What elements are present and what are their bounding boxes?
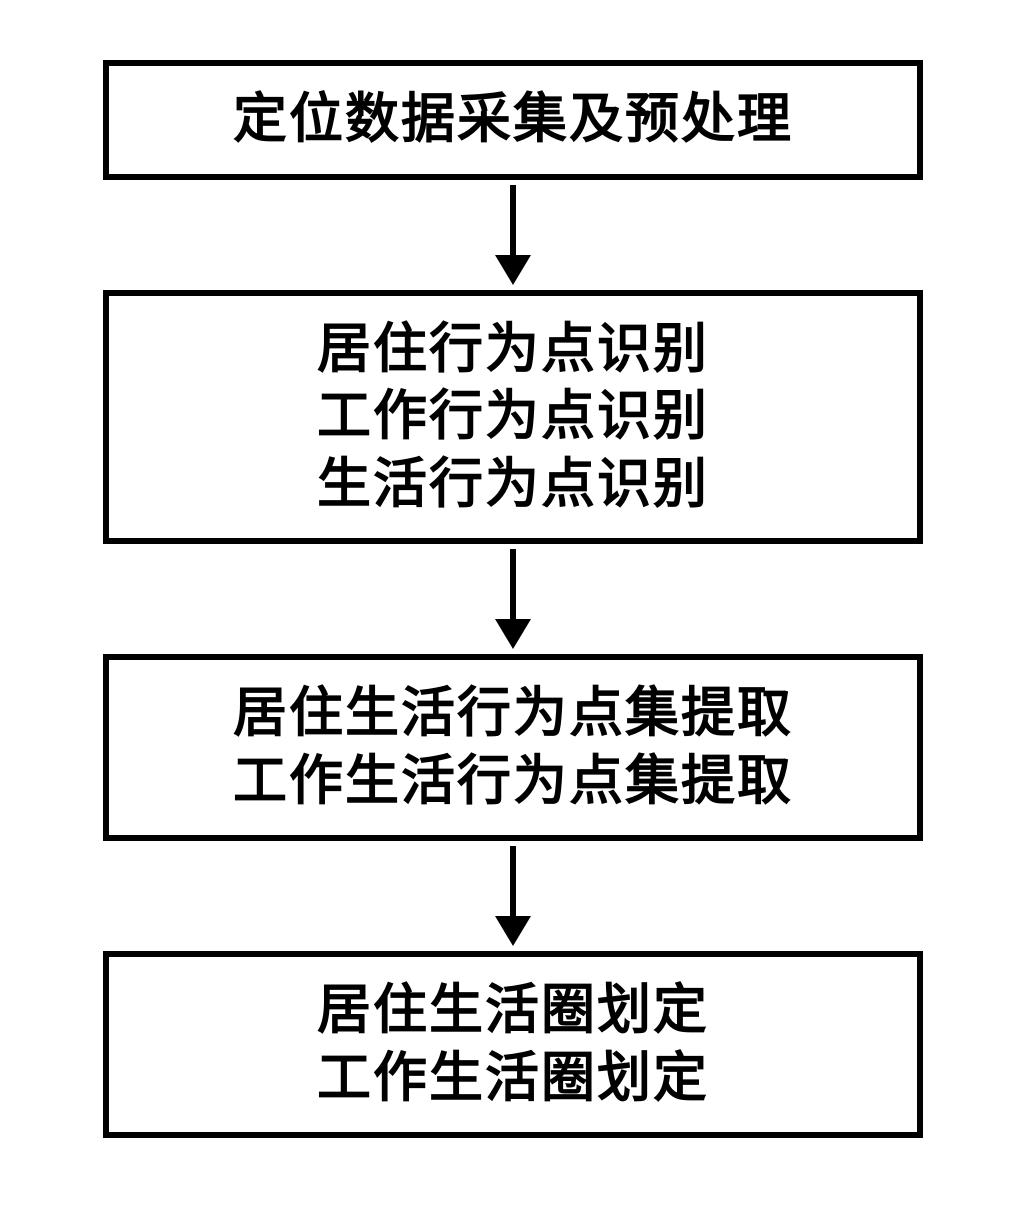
node-text: 居住生活圈划定 [317, 977, 709, 1045]
flowchart-node-1: 定位数据采集及预处理 [103, 60, 923, 180]
arrow-line [510, 846, 516, 916]
node-text: 居住行为点识别 [317, 316, 709, 384]
flowchart-container: 定位数据采集及预处理 居住行为点识别 工作行为点识别 生活行为点识别 居住生活行… [103, 60, 923, 1138]
node-text: 工作行为点识别 [317, 383, 709, 451]
arrow-head-icon [495, 619, 531, 649]
flowchart-node-3: 居住生活行为点集提取 工作生活行为点集提取 [103, 654, 923, 841]
flowchart-arrow [495, 180, 531, 290]
node-text: 工作生活行为点集提取 [233, 748, 793, 816]
flowchart-arrow [495, 841, 531, 951]
node-text: 生活行为点识别 [317, 451, 709, 519]
arrow-head-icon [495, 255, 531, 285]
node-text: 工作生活圈划定 [317, 1045, 709, 1113]
arrow-line [510, 549, 516, 619]
arrow-line [510, 185, 516, 255]
node-text: 定位数据采集及预处理 [233, 86, 793, 154]
flowchart-node-4: 居住生活圈划定 工作生活圈划定 [103, 951, 923, 1138]
node-text: 居住生活行为点集提取 [233, 680, 793, 748]
flowchart-node-2: 居住行为点识别 工作行为点识别 生活行为点识别 [103, 290, 923, 545]
arrow-head-icon [495, 916, 531, 946]
flowchart-arrow [495, 544, 531, 654]
